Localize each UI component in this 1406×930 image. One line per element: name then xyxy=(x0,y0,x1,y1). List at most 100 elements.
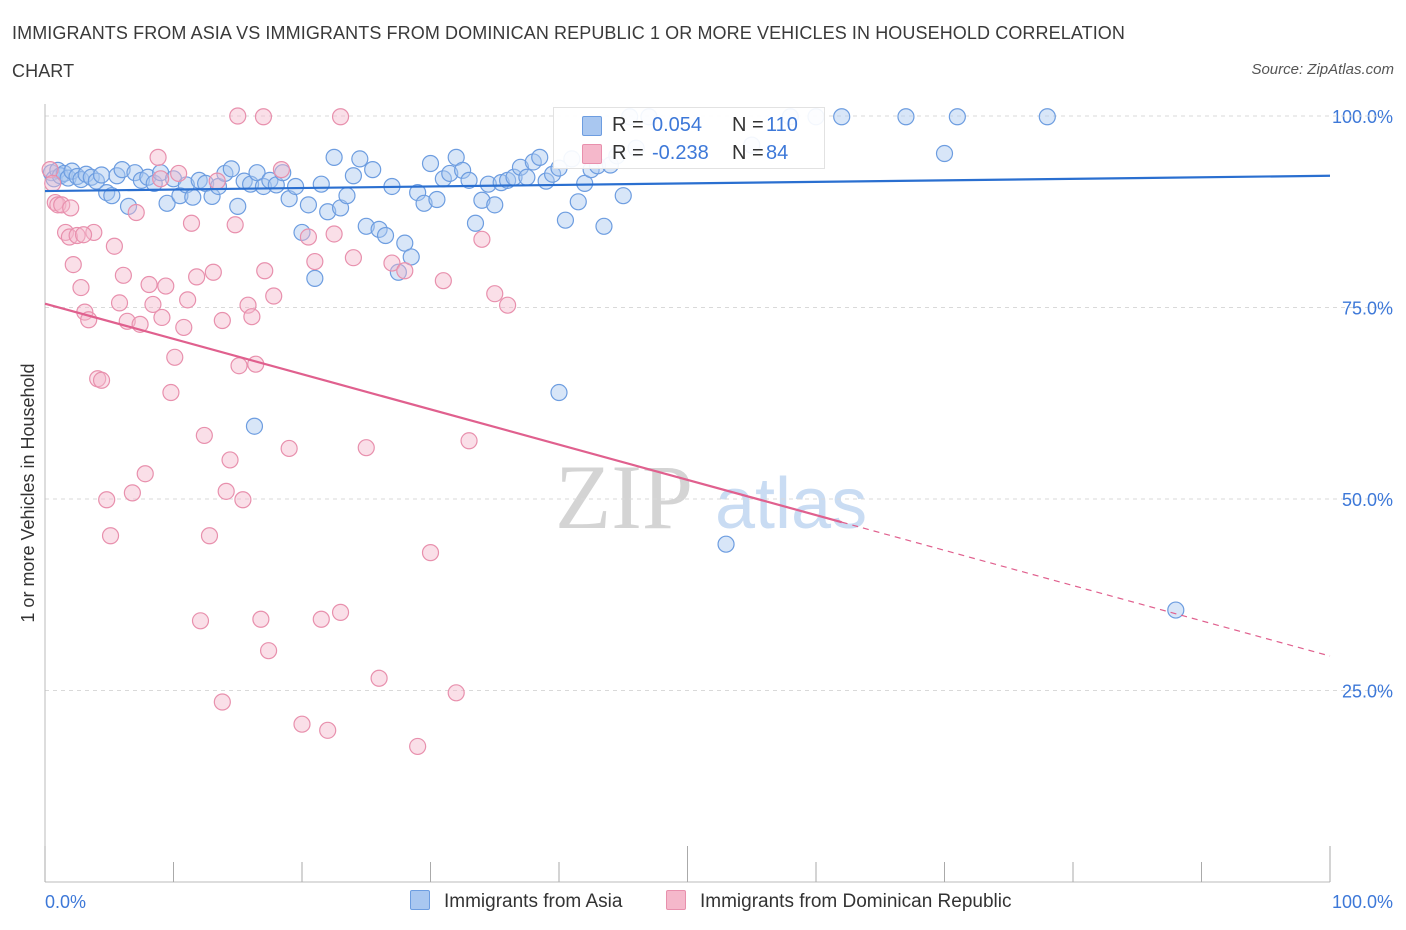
dom-swatch-icon xyxy=(582,144,602,164)
point-dom xyxy=(191,612,210,630)
point-dom xyxy=(162,383,180,402)
point-dom xyxy=(447,684,465,702)
point-asia xyxy=(466,214,485,232)
point-asia xyxy=(595,217,613,235)
point-dom xyxy=(157,277,175,295)
point-dom xyxy=(195,426,213,445)
point-dom xyxy=(179,291,197,309)
point-dom xyxy=(370,669,388,687)
point-asia xyxy=(254,177,273,196)
point-dom xyxy=(325,225,343,243)
point-dom xyxy=(140,275,158,294)
point-dom xyxy=(421,544,440,562)
point-dom xyxy=(105,237,123,255)
point-dom xyxy=(247,355,265,373)
point-asia xyxy=(511,158,530,176)
legend-item-dom[interactable]: Immigrants from Dominican Republic xyxy=(666,890,1012,913)
point-dom xyxy=(68,226,86,245)
point-dom xyxy=(254,108,273,126)
point-dom xyxy=(175,318,193,337)
point-asia xyxy=(576,174,594,193)
point-asia xyxy=(460,171,478,189)
point-dom xyxy=(460,432,478,450)
point-dom xyxy=(136,465,154,483)
point-asia xyxy=(325,148,343,166)
point-dom xyxy=(166,348,184,366)
point-asia xyxy=(351,150,369,168)
point-dom xyxy=(243,308,261,326)
point-dom xyxy=(499,296,517,314)
point-dom xyxy=(188,268,206,286)
point-asia xyxy=(441,164,459,183)
point-dom xyxy=(331,108,350,126)
point-dom xyxy=(200,527,219,545)
point-asia xyxy=(428,190,446,209)
y-tick-label: 75.0% xyxy=(1342,299,1393,319)
point-dom xyxy=(213,311,231,330)
chart-source: Source: ZipAtlas.com xyxy=(1251,61,1394,78)
point-dom xyxy=(409,737,427,756)
point-dom xyxy=(170,164,188,183)
point-dom xyxy=(256,262,274,280)
point-dom xyxy=(357,439,375,457)
point-dom xyxy=(213,693,231,711)
point-dom xyxy=(221,451,239,469)
point-asia xyxy=(569,193,587,211)
x-tick-label: 100.0% xyxy=(1332,892,1393,912)
point-asia xyxy=(473,191,491,209)
point-asia xyxy=(486,196,504,214)
point-asia xyxy=(222,160,240,178)
legend-label-asia: Immigrants from Asia xyxy=(444,891,623,912)
stats-legend-asia: R = 0.054 N = 110 xyxy=(554,112,824,138)
point-asia xyxy=(396,234,414,252)
point-asia xyxy=(833,108,851,126)
point-dom xyxy=(293,715,311,733)
asia-r-value: 0.054 xyxy=(652,114,703,136)
trendline-asia xyxy=(44,174,1331,193)
asia-r-label: R = xyxy=(612,114,644,136)
point-asia xyxy=(454,161,472,179)
point-dom xyxy=(41,161,59,179)
point-dom xyxy=(344,249,362,267)
point-dom xyxy=(110,294,129,312)
point-dom xyxy=(383,254,401,272)
point-dom xyxy=(272,161,291,179)
stats-legend: R = 0.054 N = 110 R = -0.238 N = 84 xyxy=(553,107,825,169)
point-asia xyxy=(614,187,632,205)
dom-r-label: R = xyxy=(612,142,644,164)
point-asia xyxy=(229,197,247,215)
point-asia xyxy=(409,184,427,202)
dom-n-value: 84 xyxy=(766,142,789,164)
point-dom xyxy=(473,230,491,248)
point-asia xyxy=(543,165,562,183)
point-dom xyxy=(53,196,71,214)
point-asia xyxy=(1038,108,1056,126)
stats-legend-dom: R = -0.238 N = 84 xyxy=(554,140,824,166)
chart-title: IMMIGRANTS FROM ASIA VS IMMIGRANTS FROM … xyxy=(12,23,1125,81)
y-tick-label: 50.0% xyxy=(1342,490,1393,510)
point-asia xyxy=(415,194,433,212)
y-tick-label: 25.0% xyxy=(1342,682,1393,702)
point-asia xyxy=(364,161,382,179)
legend-item-asia[interactable]: Immigrants from Asia xyxy=(410,890,622,913)
point-dom xyxy=(396,262,414,280)
point-asia xyxy=(421,154,440,173)
point-asia xyxy=(550,383,568,402)
point-dom xyxy=(49,196,67,214)
point-dom xyxy=(62,199,80,217)
point-asia xyxy=(531,148,549,166)
point-asia xyxy=(389,263,407,281)
point-asia xyxy=(935,144,954,163)
point-asia xyxy=(113,161,131,179)
point-asia xyxy=(402,248,420,266)
series-legend: Immigrants from Asia Immigrants from Dom… xyxy=(0,888,1406,918)
trendline-dom-extension xyxy=(841,521,1331,657)
point-dom xyxy=(486,285,504,303)
point-dom xyxy=(127,203,145,222)
point-dom xyxy=(72,278,90,297)
dom-n-label: N = xyxy=(732,142,764,164)
y-tick-label: 100.0% xyxy=(1332,107,1393,127)
point-dom xyxy=(182,214,201,232)
point-asia xyxy=(306,269,324,287)
